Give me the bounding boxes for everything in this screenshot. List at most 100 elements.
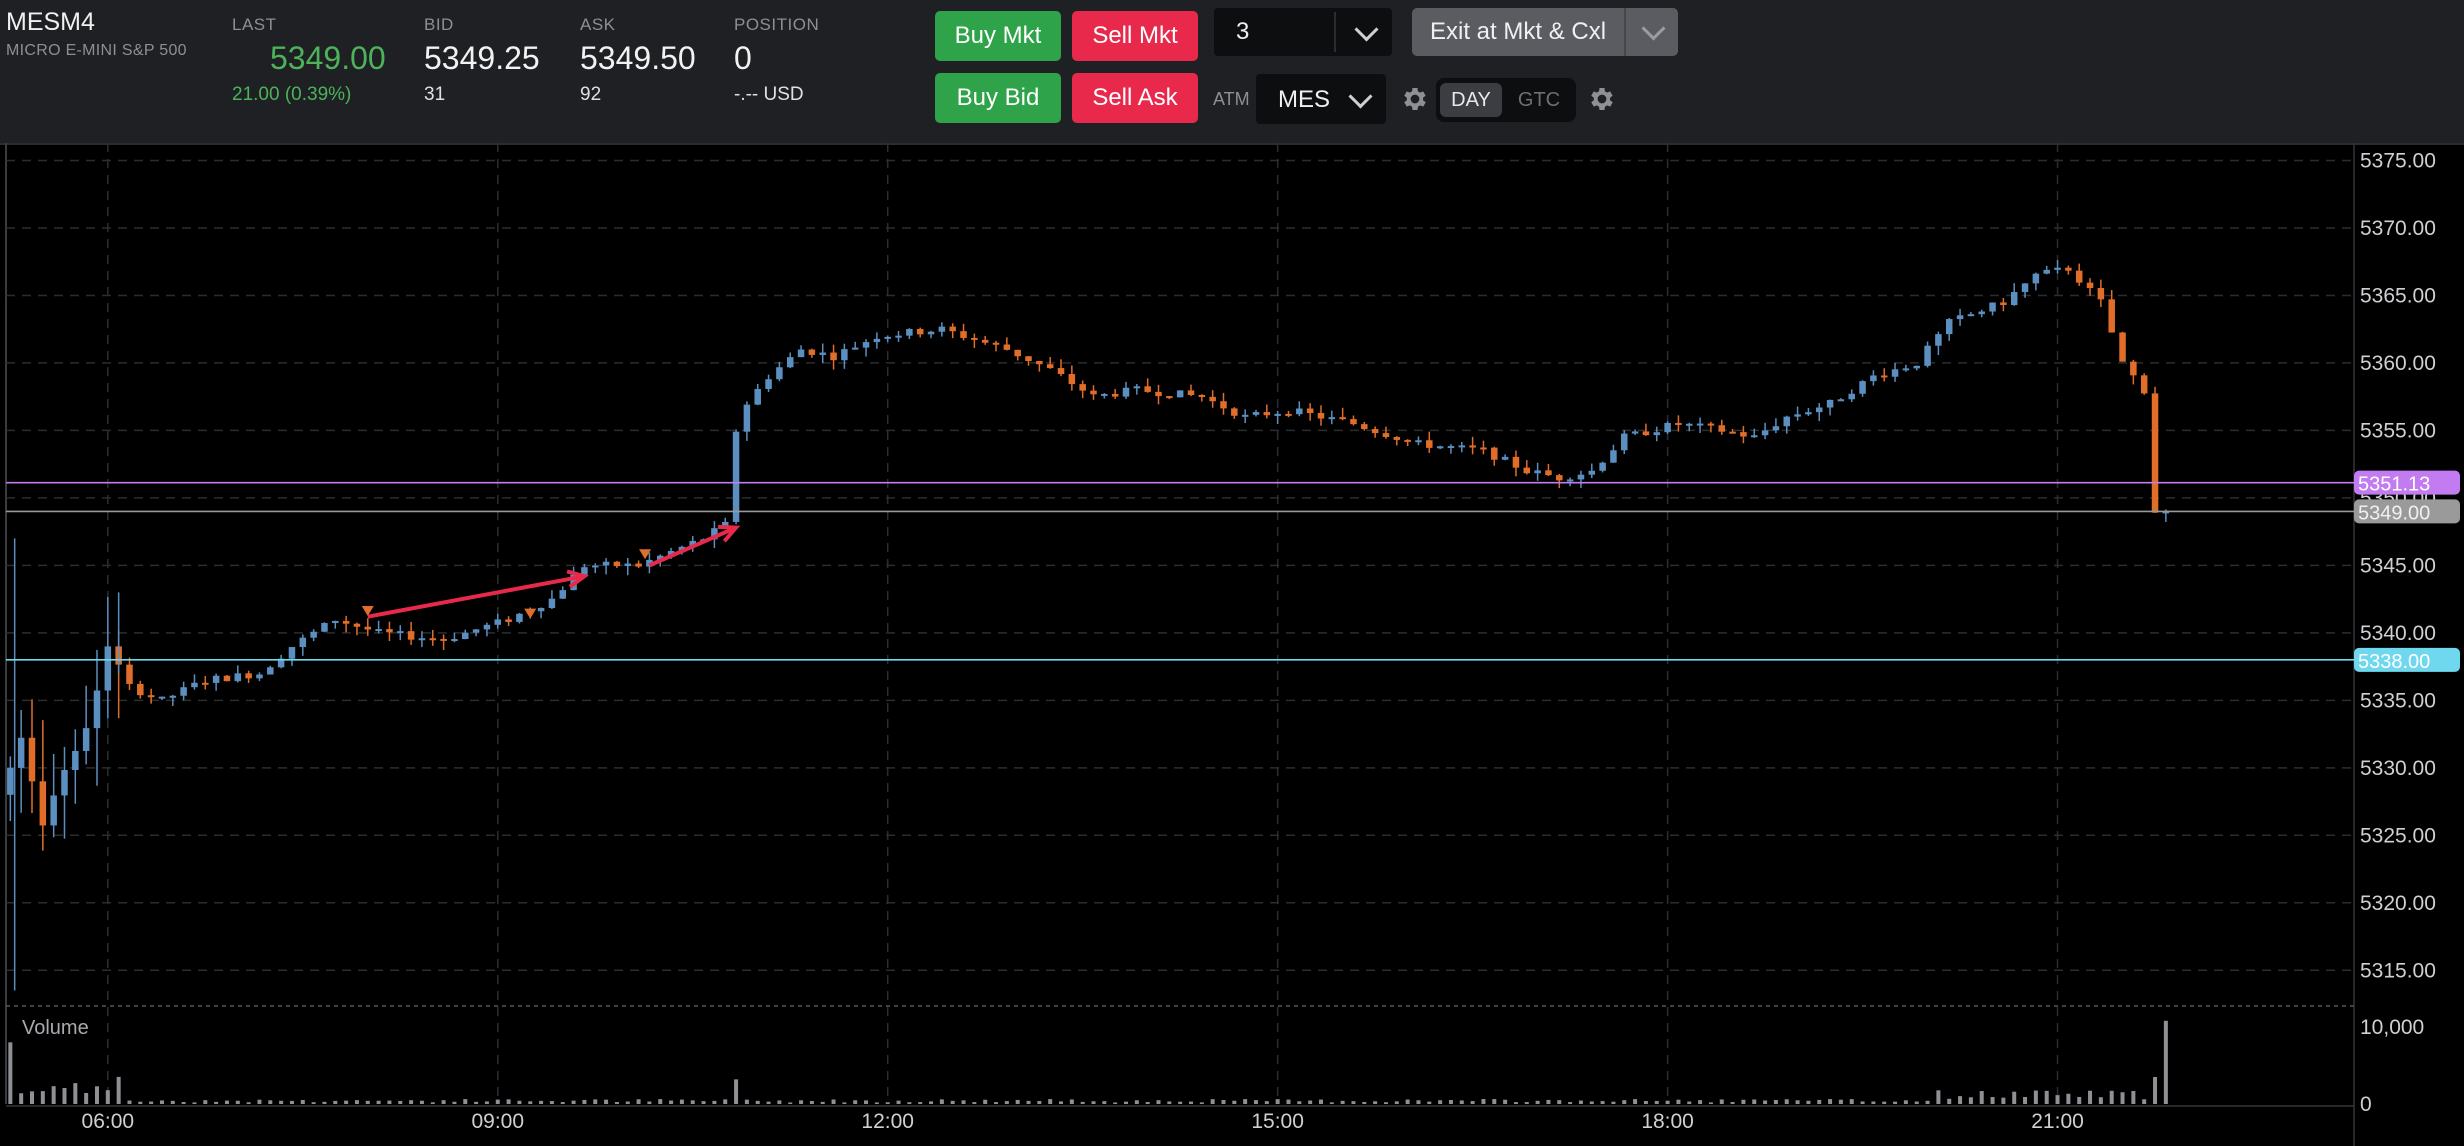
candle-body xyxy=(689,540,696,547)
candle-body xyxy=(2162,511,2170,514)
volume-bar xyxy=(1557,1100,1562,1104)
candle-body xyxy=(2021,283,2029,293)
candle-body xyxy=(321,623,328,632)
volume-bar xyxy=(1589,1101,1594,1104)
chevron-down-icon[interactable] xyxy=(1348,84,1373,109)
trade-marker-icon[interactable] xyxy=(639,549,652,560)
arrow-head-icon[interactable] xyxy=(566,569,589,589)
trade-marker-icon[interactable] xyxy=(524,608,537,619)
bid-label: BID xyxy=(424,15,454,34)
time-tick-label: 09:00 xyxy=(471,1110,524,1133)
candle-body xyxy=(1751,435,1758,438)
candle-body xyxy=(1252,412,1260,415)
candle-body xyxy=(472,629,480,633)
candle-body xyxy=(938,326,946,332)
candle-body xyxy=(1696,423,1704,426)
candle-body xyxy=(678,546,686,551)
atm-strategy-select[interactable]: MES xyxy=(1256,74,1386,124)
volume-bar xyxy=(1048,1099,1053,1104)
volume-bar xyxy=(1903,1100,1908,1104)
candle-body xyxy=(624,563,631,567)
candle-body xyxy=(1653,432,1661,436)
candle-body xyxy=(234,673,242,682)
volume-bar xyxy=(1243,1099,1248,1104)
sell-market-button[interactable]: Sell Mkt xyxy=(1072,11,1198,61)
candle-body xyxy=(754,389,761,405)
candle-body xyxy=(2119,332,2126,362)
candle-body xyxy=(2032,273,2040,284)
quantity-select[interactable]: 3 xyxy=(1214,8,1392,56)
candle-body xyxy=(2130,361,2137,376)
tif-day-option[interactable]: DAY xyxy=(1440,83,1502,117)
volume-bar xyxy=(268,1100,273,1104)
instrument-symbol[interactable]: MESM4 xyxy=(6,8,95,36)
position-pnl: -.-- USD xyxy=(734,84,804,105)
tif-gtc-option[interactable]: GTC xyxy=(1517,88,1561,111)
price-chart[interactable]: 5375.005370.005365.005360.005355.005350.… xyxy=(0,143,2464,1146)
candle-body xyxy=(505,619,512,622)
candle-body xyxy=(960,331,967,338)
candle-body xyxy=(1426,440,1433,448)
exit-at-market-cancel-button[interactable]: Exit at Mkt & Cxl xyxy=(1412,8,1678,56)
candle-body xyxy=(1805,412,1812,415)
volume-bar xyxy=(1253,1100,1258,1104)
candle-body xyxy=(1014,349,1021,357)
buy-bid-button[interactable]: Buy Bid xyxy=(935,73,1061,123)
volume-bar xyxy=(1275,1099,1280,1104)
sell-ask-button[interactable]: Sell Ask xyxy=(1072,73,1198,123)
volume-bar xyxy=(2044,1090,2049,1104)
volume-bar xyxy=(1080,1101,1085,1104)
candle-body xyxy=(1512,456,1520,468)
time-in-force-toggle[interactable]: DAY GTC xyxy=(1436,78,1576,122)
arrow-head-icon[interactable] xyxy=(717,524,741,543)
candle-body xyxy=(1090,390,1097,395)
gear-icon[interactable] xyxy=(1587,84,1617,114)
volume-bar xyxy=(409,1100,414,1104)
volume-bar xyxy=(1958,1096,1963,1104)
candle-body xyxy=(494,619,502,625)
volume-bar xyxy=(1503,1099,1508,1104)
exit-button-label: Exit at Mkt & Cxl xyxy=(1430,18,1607,45)
price-tick-label: 5370.00 xyxy=(2360,217,2436,240)
candle-body xyxy=(1534,470,1541,474)
volume-bar xyxy=(723,1099,728,1104)
price-line-tag xyxy=(2354,499,2460,524)
volume-bar xyxy=(354,1100,359,1104)
volume-bar xyxy=(2001,1097,2006,1104)
volume-bar xyxy=(322,1101,327,1104)
trend-arrow-line[interactable] xyxy=(367,574,585,619)
volume-bar xyxy=(1308,1100,1313,1104)
volume-bar xyxy=(874,1102,879,1104)
bid-price: 5349.25 xyxy=(424,40,540,76)
candle-body xyxy=(851,347,859,350)
candle-body xyxy=(1826,399,1834,408)
trade-marker-icon[interactable] xyxy=(361,605,374,616)
volume-bar xyxy=(1914,1101,1919,1104)
volume-bar xyxy=(365,1100,370,1104)
candle-body xyxy=(1577,474,1585,480)
chevron-down-icon[interactable] xyxy=(1641,16,1666,41)
gear-icon[interactable] xyxy=(1400,84,1430,114)
volume-bar xyxy=(1264,1101,1269,1104)
candle-body xyxy=(267,667,274,675)
candle-body xyxy=(310,631,317,638)
candle-body xyxy=(1772,426,1780,431)
volume-bar xyxy=(257,1099,262,1104)
volume-bar xyxy=(1578,1100,1583,1104)
trend-arrow-line[interactable] xyxy=(648,525,737,568)
volume-bar xyxy=(2088,1090,2093,1104)
candle-body xyxy=(1371,429,1379,434)
candle-body xyxy=(1068,374,1076,385)
candle-body xyxy=(61,769,68,796)
volume-bar xyxy=(549,1101,554,1104)
candle-body xyxy=(180,687,187,696)
candle-body xyxy=(1848,393,1855,400)
candle-body xyxy=(288,647,296,659)
volume-bar xyxy=(170,1100,175,1104)
volume-bar xyxy=(1795,1100,1800,1104)
volume-bar xyxy=(51,1086,56,1104)
volume-bar xyxy=(1438,1100,1443,1104)
buy-market-button[interactable]: Buy Mkt xyxy=(935,11,1061,61)
candle-body xyxy=(342,620,350,624)
chevron-down-icon[interactable] xyxy=(1354,17,1379,42)
